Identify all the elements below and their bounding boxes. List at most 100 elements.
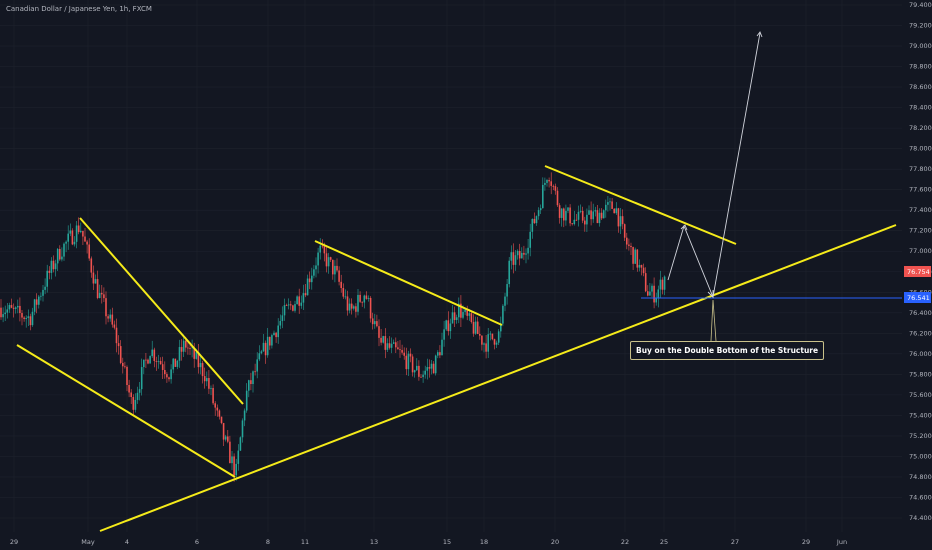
candle-body — [96, 279, 99, 298]
trendline-ascending-support[interactable] — [99, 224, 897, 532]
price-tick-label: 77.200 — [909, 227, 932, 235]
candle-body — [571, 223, 573, 225]
trendline-wedge-2-upper[interactable] — [314, 240, 503, 326]
time-tick-label: Jun — [836, 538, 847, 546]
price-tick-label: 79.000 — [909, 42, 932, 50]
price-tick-label: 75.200 — [909, 432, 932, 440]
candle-body — [222, 423, 225, 440]
time-tick-label: 29 — [802, 538, 810, 546]
candle-body — [77, 225, 80, 233]
candle-body — [40, 295, 42, 297]
support-price-badge: 76.541 — [904, 292, 931, 303]
candle-body — [628, 244, 630, 246]
candle-body — [338, 270, 340, 282]
arrow-head-down — [707, 290, 714, 299]
candle-body — [382, 336, 384, 343]
trendline-wedge-3-upper[interactable] — [544, 165, 737, 245]
candle-body — [117, 343, 120, 347]
candle-body — [560, 208, 563, 218]
candle-body — [27, 316, 30, 318]
time-tick-label: 11 — [301, 538, 309, 546]
trendline-wedge-1-upper[interactable] — [79, 217, 244, 405]
candle-body — [569, 207, 571, 224]
candle-body — [264, 342, 267, 356]
candle-body — [90, 258, 93, 273]
candle-body — [111, 314, 114, 325]
trendline-channel-lower[interactable] — [16, 344, 236, 478]
candle-body — [145, 359, 147, 361]
candle-body — [132, 397, 135, 410]
candle-body — [285, 305, 288, 306]
candle-body — [432, 363, 435, 374]
candle-body — [405, 355, 408, 370]
candle-body — [474, 321, 477, 334]
price-tick-label: 76.000 — [909, 350, 932, 358]
candle-body — [546, 179, 548, 183]
candle-body — [136, 392, 139, 400]
candle-body — [38, 296, 40, 305]
trendlines[interactable] — [16, 165, 897, 532]
candle-body — [166, 374, 168, 378]
candle-body — [638, 265, 641, 268]
candle-body — [514, 255, 517, 265]
candle-body — [176, 360, 179, 367]
candle-body — [296, 296, 298, 305]
candle-body — [224, 436, 227, 440]
candle-body — [340, 281, 342, 289]
candle-body — [33, 299, 36, 312]
candle-body — [75, 225, 78, 242]
candle-body — [42, 289, 44, 296]
time-tick-label: 18 — [480, 538, 488, 546]
price-tick-label: 74.800 — [909, 473, 932, 481]
candle-body — [424, 370, 426, 375]
candle-body — [642, 267, 645, 274]
candle-body — [6, 309, 9, 313]
candle-body — [195, 352, 198, 359]
candle-body — [71, 230, 74, 245]
price-tick-label: 78.400 — [909, 104, 932, 112]
candle-body — [367, 297, 370, 299]
price-tick-label: 78.600 — [909, 83, 932, 91]
candle-body — [59, 248, 61, 260]
candle-body — [164, 369, 166, 375]
candle-body — [103, 294, 105, 299]
price-tick-label: 75.800 — [909, 370, 932, 378]
candle-body — [94, 279, 97, 284]
time-axis[interactable]: 29 May 4 6 8 11 13 15 18 20 22 25 27 29 Jun — [10, 538, 847, 546]
candle-body — [632, 247, 634, 264]
candle-body — [4, 312, 6, 315]
candle-body — [88, 244, 90, 259]
candle-body — [54, 263, 57, 270]
candle-body — [464, 309, 466, 312]
candle-body — [388, 343, 391, 348]
candle-body — [409, 353, 412, 357]
candle-body — [523, 252, 525, 255]
candle-body — [357, 294, 359, 312]
candle-body — [260, 351, 263, 354]
projection-arrows[interactable] — [667, 31, 763, 299]
candle-body — [348, 303, 351, 311]
candle-body — [300, 302, 303, 306]
candle-body — [308, 278, 311, 283]
candle-body — [92, 272, 95, 284]
candle-body — [384, 336, 387, 350]
candle-body — [653, 285, 655, 303]
candle-body — [126, 366, 128, 386]
candle-body — [487, 334, 489, 352]
candle-body — [596, 210, 599, 224]
candle-body — [605, 204, 607, 211]
candle-body — [533, 218, 536, 224]
candle-body — [617, 208, 620, 227]
candle-body — [661, 279, 664, 290]
candle-body — [248, 380, 250, 391]
annotation-pointer — [710, 299, 717, 342]
candle-body — [63, 243, 65, 257]
price-tick-label: 74.400 — [909, 514, 932, 522]
candle-body — [48, 270, 51, 273]
candle-body — [283, 305, 286, 316]
candle-body — [275, 332, 277, 338]
annotation-callout[interactable]: Buy on the Double Bottom of the Structur… — [630, 341, 825, 360]
candle-body — [199, 363, 202, 368]
candle-body — [218, 410, 221, 417]
